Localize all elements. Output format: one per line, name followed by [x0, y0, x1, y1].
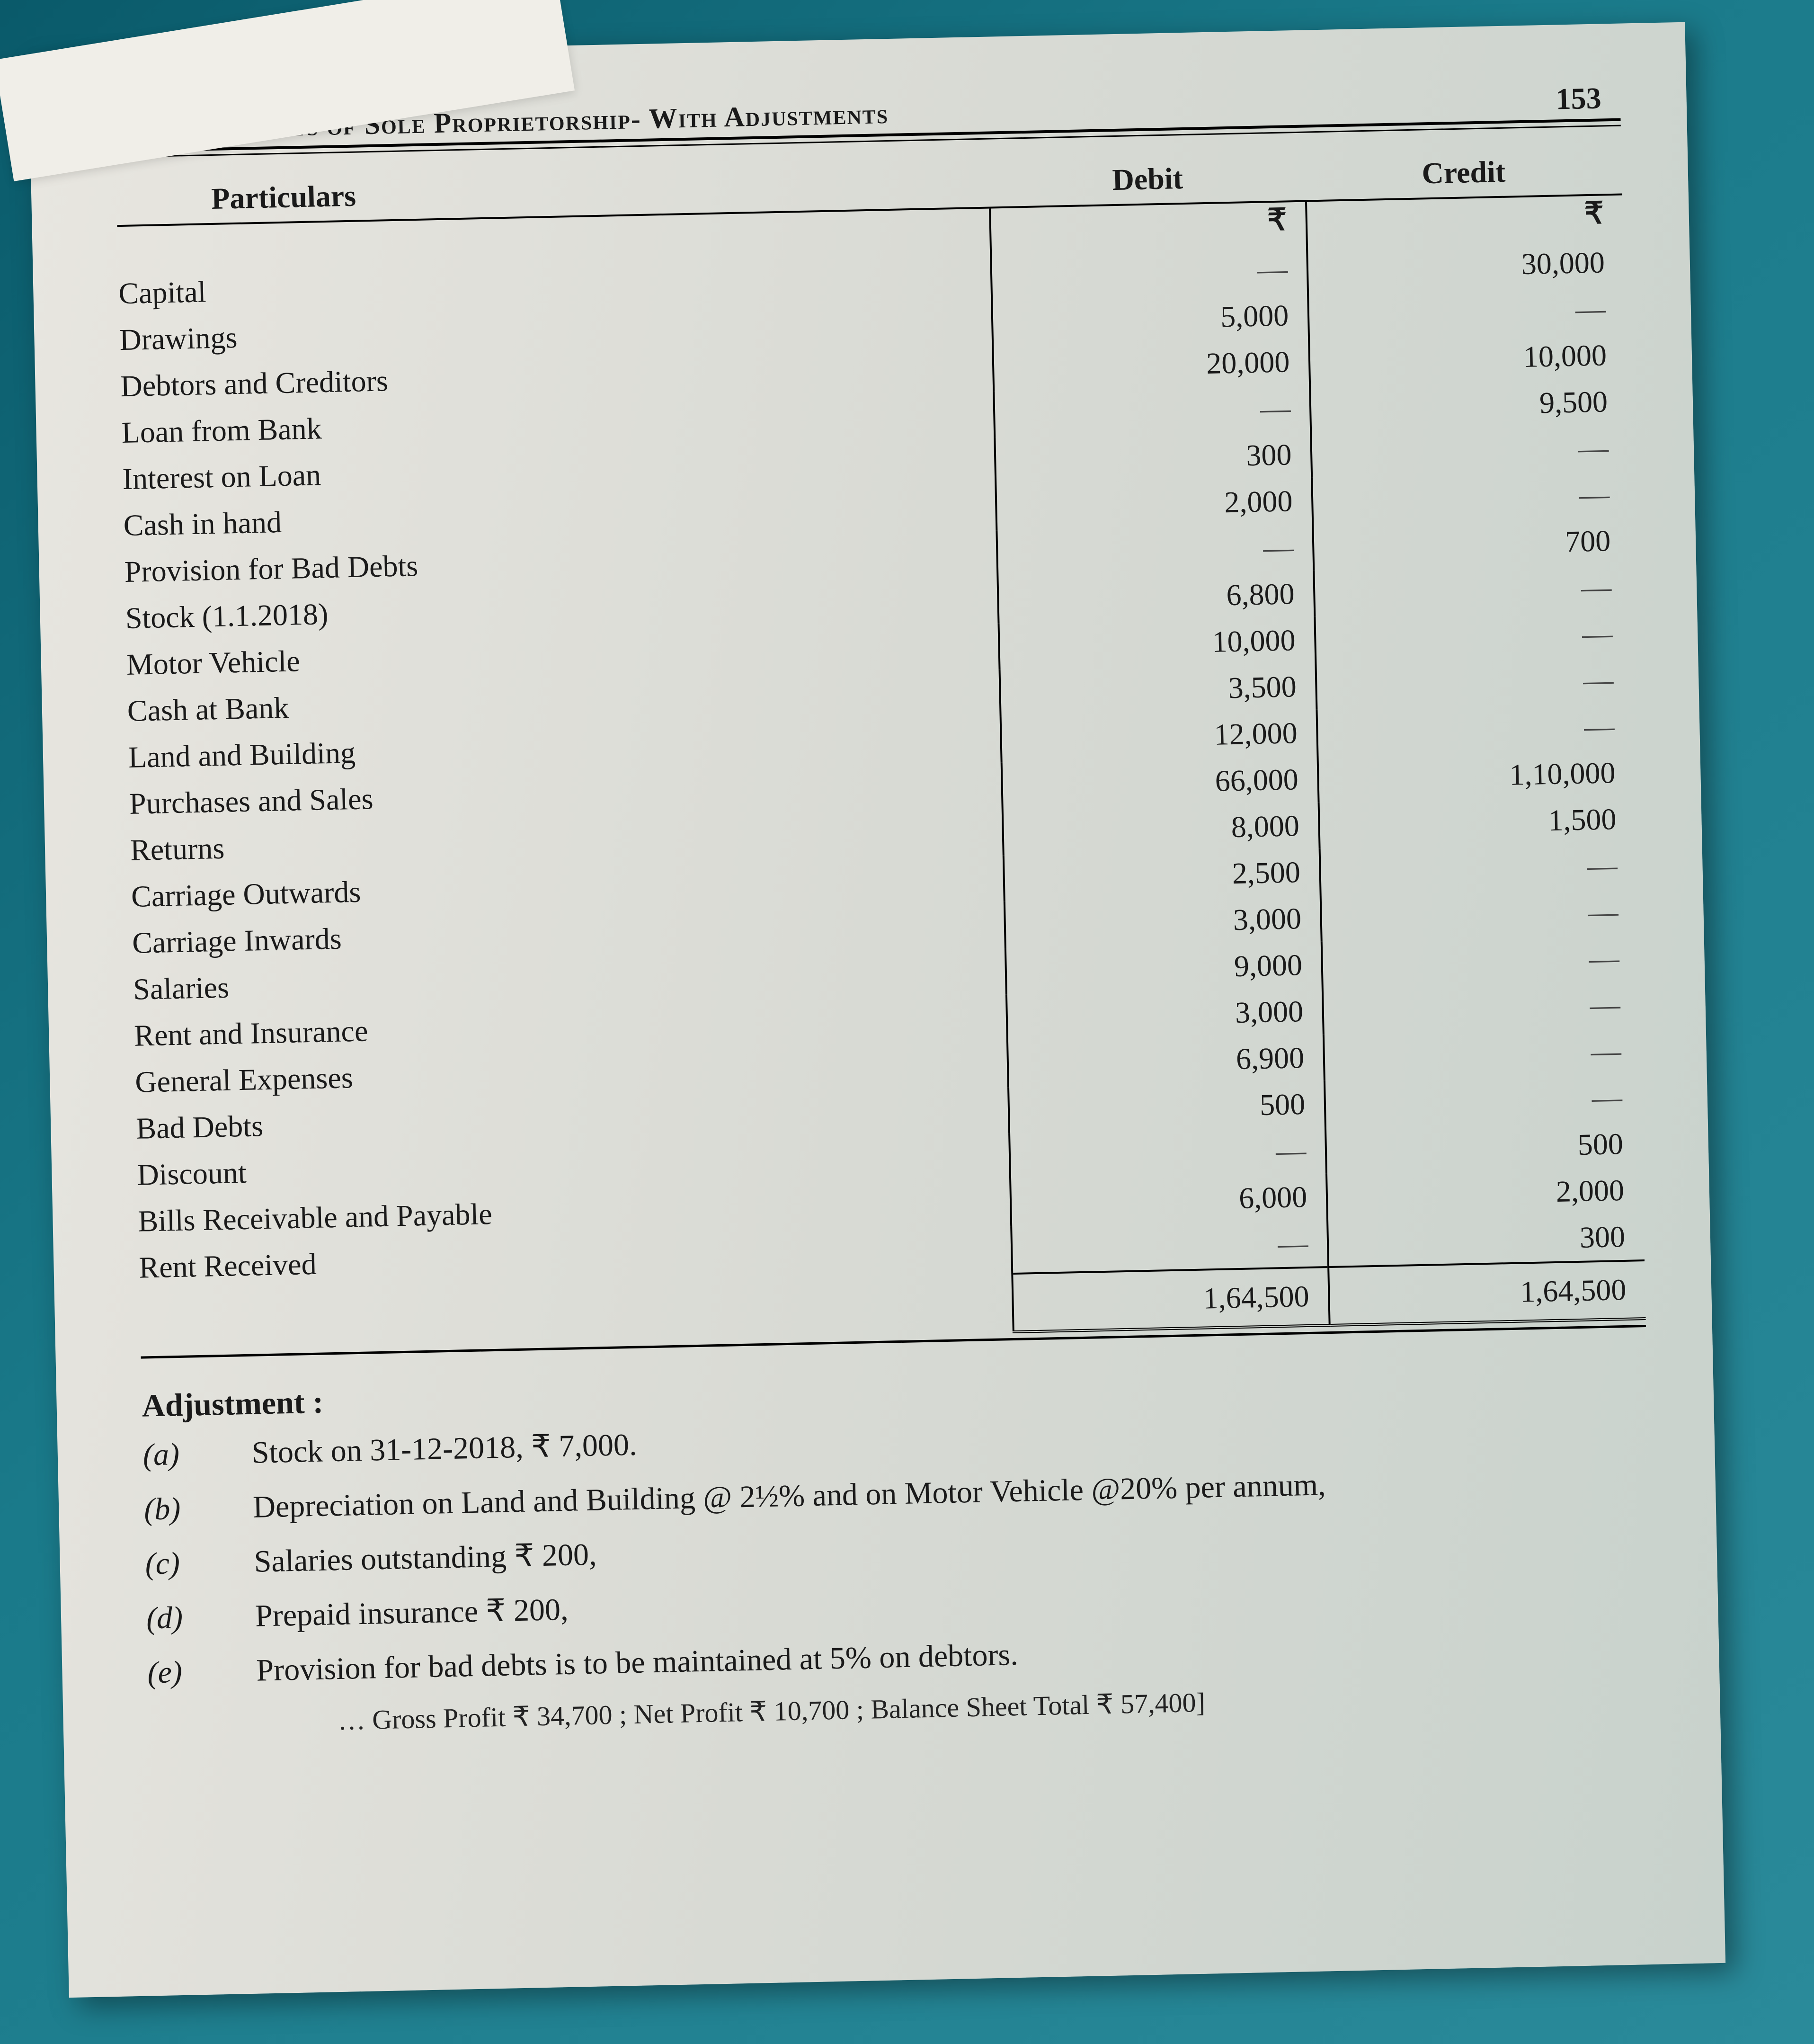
row-debit: 8,000: [1003, 802, 1320, 855]
row-credit: —: [1317, 703, 1634, 756]
row-credit: —: [1323, 981, 1640, 1034]
row-debit: 6,900: [1007, 1034, 1325, 1087]
row-credit: —: [1312, 471, 1629, 524]
row-credit: —: [1325, 1074, 1642, 1127]
item-marker: (d): [203, 1595, 256, 1638]
row-credit: —: [1315, 610, 1632, 663]
row-credit: 500: [1325, 1120, 1643, 1173]
row-credit: —: [1320, 842, 1637, 895]
adjustments-list: (a)Stock on 31-12-2018, ₹ 7,000. (b)Depre…: [142, 1402, 1653, 1694]
total-debit: 1,64,500: [1013, 1267, 1330, 1332]
row-debit: —: [991, 246, 1308, 299]
row-debit: 3,000: [1006, 988, 1324, 1041]
item-text: Stock on 31-12-2018, ₹ 7,000.: [251, 1428, 637, 1470]
row-debit: 2,000: [996, 477, 1313, 530]
trial-balance-table: Particulars Debit Credit ₹ ₹ Capital—30,…: [116, 145, 1645, 1352]
row-debit: 12,000: [1001, 709, 1318, 762]
row-credit: 30,000: [1307, 239, 1624, 292]
row-credit: —: [1324, 1027, 1641, 1080]
running-title: Final Accounts of Sole Proprietorship- W…: [115, 83, 1556, 146]
book-page: Final Accounts of Sole Proprietorship- W…: [28, 22, 1725, 1998]
row-credit: 2,000: [1326, 1167, 1644, 1220]
total-credit: 1,64,500: [1328, 1260, 1645, 1325]
row-credit: —: [1311, 424, 1628, 477]
row-debit: 300: [995, 431, 1312, 484]
debit-currency: ₹: [990, 201, 1307, 252]
col-credit: Credit: [1305, 145, 1622, 201]
item-marker: (c): [202, 1541, 255, 1584]
item-text: Prepaid insurance ₹ 200,: [255, 1592, 569, 1633]
row-credit: —: [1321, 888, 1638, 941]
row-debit: —: [1009, 1127, 1326, 1180]
item-marker: (e): [204, 1650, 257, 1693]
row-debit: —: [997, 524, 1314, 577]
row-credit: 300: [1327, 1213, 1645, 1267]
row-debit: 3,000: [1005, 895, 1322, 948]
row-debit: 500: [1008, 1080, 1325, 1134]
row-debit: 5,000: [992, 292, 1309, 345]
row-debit: 66,000: [1002, 756, 1319, 809]
row-debit: 10,000: [999, 616, 1316, 669]
row-credit: 10,000: [1309, 331, 1626, 384]
row-credit: —: [1316, 656, 1633, 709]
item-text: Salaries outstanding ₹ 200,: [254, 1537, 597, 1579]
adjustments-section: Adjustment : (a)Stock on 31-12-2018, ₹ 7…: [142, 1356, 1654, 1741]
row-debit: —: [994, 384, 1311, 437]
item-marker: (b): [200, 1486, 253, 1529]
row-debit: 6,800: [998, 570, 1315, 623]
row-debit: —: [1012, 1220, 1329, 1274]
row-credit: —: [1308, 286, 1625, 339]
row-credit: 9,500: [1310, 378, 1627, 431]
item-text: Depreciation on Land and Building @ 2½% …: [252, 1467, 1326, 1524]
page-number: 153: [1556, 80, 1621, 117]
item-marker: (a): [199, 1432, 252, 1475]
row-debit: 3,500: [1000, 663, 1317, 716]
row-debit: 20,000: [993, 338, 1310, 391]
row-debit: 6,000: [1011, 1173, 1328, 1226]
row-debit: 2,500: [1004, 848, 1321, 902]
row-credit: —: [1322, 935, 1639, 988]
row-credit: 1,500: [1319, 795, 1636, 848]
row-credit: —: [1314, 563, 1631, 616]
item-text: Provision for bad debts is to be maintai…: [256, 1637, 1019, 1688]
row-credit: 700: [1313, 517, 1630, 570]
row-debit: 9,000: [1005, 941, 1323, 994]
credit-currency: ₹: [1306, 195, 1623, 246]
row-credit: 1,10,000: [1318, 749, 1635, 802]
col-debit: Debit: [989, 152, 1306, 208]
